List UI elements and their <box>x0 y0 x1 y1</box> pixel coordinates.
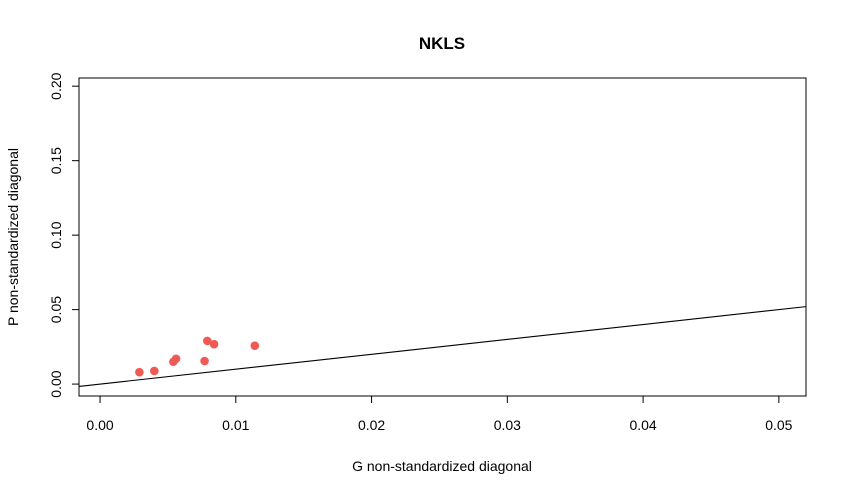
x-axis: 0.00 0.01 0.02 0.03 0.04 0.05 <box>86 395 793 433</box>
y-tick-label: 0.10 <box>48 221 64 248</box>
x-axis-label: G non-standardized diagonal <box>352 458 532 474</box>
chart-title: NKLS <box>419 34 465 53</box>
y-tick-label: 0.15 <box>48 147 64 174</box>
data-point <box>250 341 260 350</box>
x-tick-label: 0.00 <box>86 417 113 433</box>
y-tick-label: 0.00 <box>48 370 64 397</box>
x-tick-label: 0.01 <box>222 417 249 433</box>
data-point <box>209 339 219 349</box>
x-tick-label: 0.02 <box>358 417 385 433</box>
y-axis-label: P non-standardized diagonal <box>5 148 21 326</box>
data-point <box>200 356 209 366</box>
x-tick-label: 0.03 <box>494 417 521 433</box>
x-tick-label: 0.04 <box>629 417 656 433</box>
data-point <box>171 354 181 364</box>
data-point <box>135 367 144 377</box>
x-tick-label: 0.05 <box>765 417 792 433</box>
y-axis: 0.00 0.05 0.10 0.15 0.20 <box>48 72 80 398</box>
y-tick-label: 0.05 <box>48 296 64 323</box>
data-point <box>150 366 159 376</box>
reference-line-group <box>78 306 807 387</box>
data-points <box>135 336 260 377</box>
reference-line <box>78 306 807 387</box>
y-tick-label: 0.20 <box>48 72 64 99</box>
plot-area <box>78 77 807 397</box>
data-point <box>202 336 212 346</box>
